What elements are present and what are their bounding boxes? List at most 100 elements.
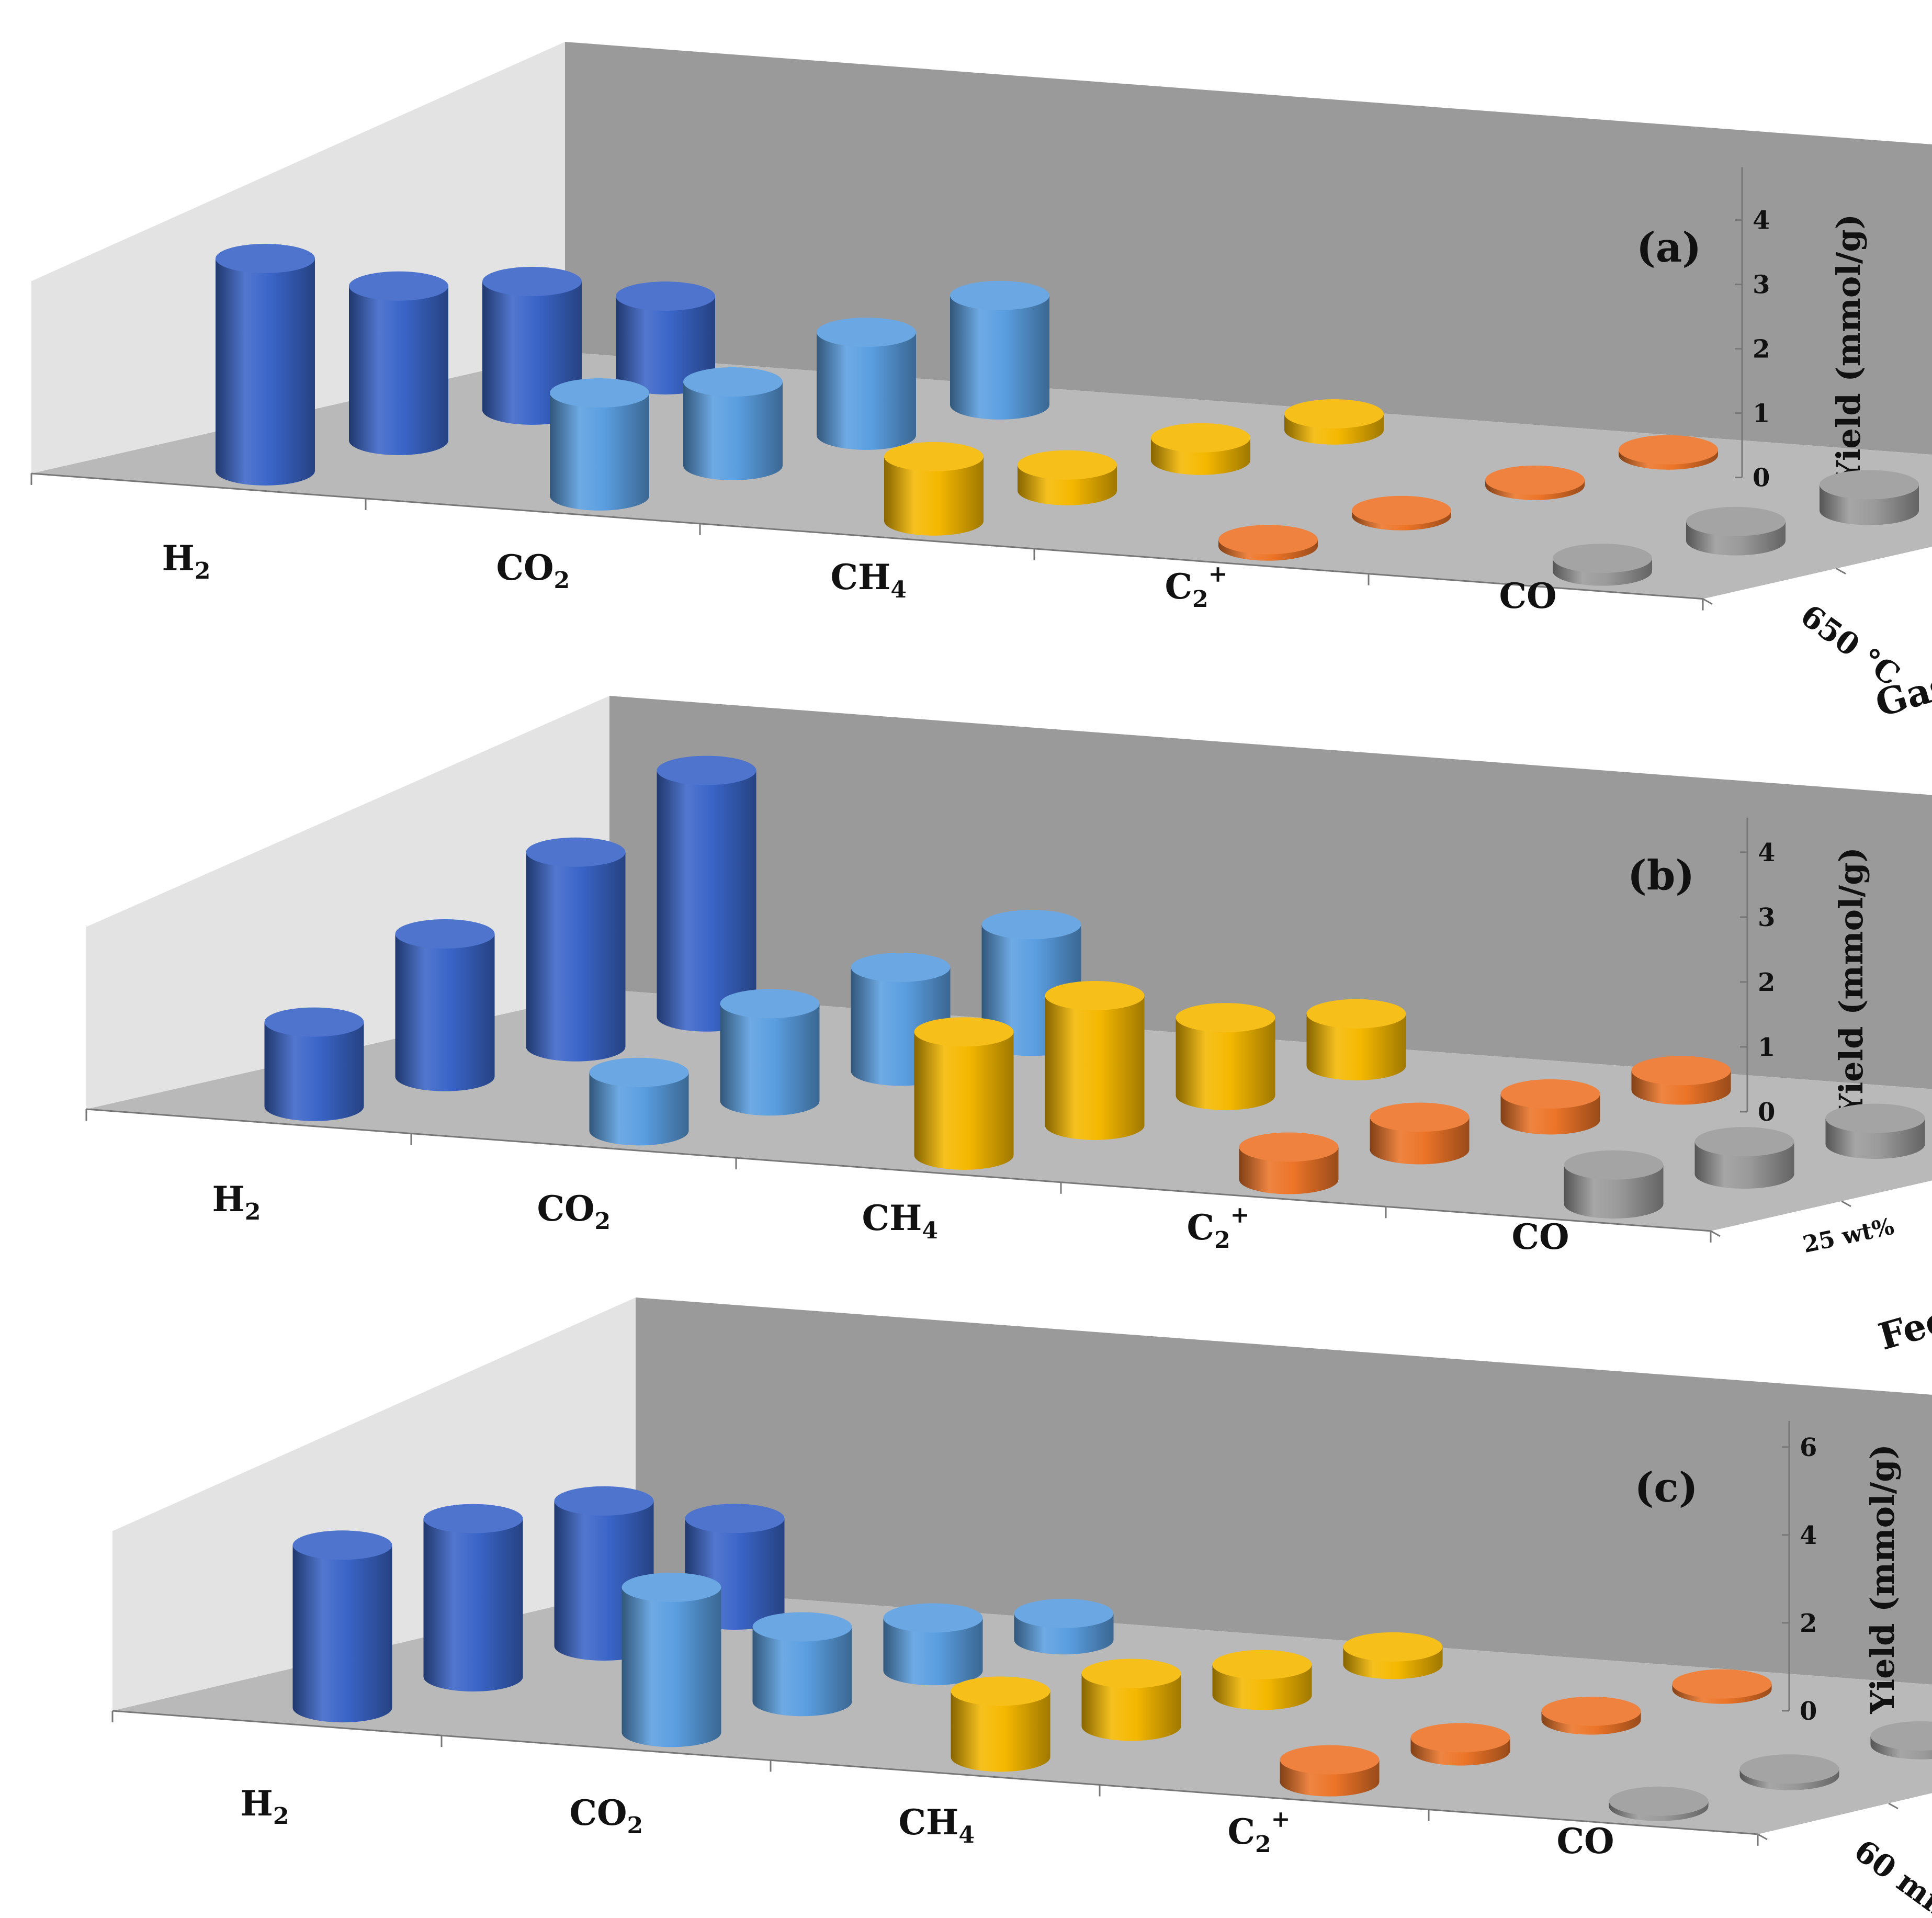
bar [1740,1754,1839,1790]
bar [1176,1003,1275,1110]
panel-label: (a) [1636,224,1701,272]
bar [265,1008,364,1121]
bar [1280,1745,1380,1797]
bar-top [1542,1697,1641,1726]
bar [1411,1723,1510,1765]
y-tick-label: 0 [1758,1098,1775,1127]
bar [683,367,783,480]
y-tick-label: 1 [1758,1033,1775,1062]
bar-top [851,953,951,982]
bar [720,989,820,1115]
bar-top [1632,1056,1731,1085]
bar-top [1239,1133,1339,1162]
bar [1542,1697,1641,1735]
bar-top [265,1008,364,1037]
bar-top [1352,496,1451,525]
panel-label: (b) [1628,852,1694,899]
depth-label: 550 °C [1927,567,1932,662]
bar-body [349,286,448,455]
bar-top [396,919,495,949]
bar [1609,1787,1709,1821]
depth-label: 60 min [1848,1833,1932,1915]
bar [526,838,626,1062]
bar-top [622,1573,721,1602]
bar-top [685,1504,785,1533]
bar-top [1501,1079,1600,1109]
category-label: CO [1499,576,1557,616]
bar-top [1280,1745,1380,1775]
bar-top [1218,525,1318,554]
bar-top [1151,423,1250,453]
bar-top [1176,1003,1275,1032]
bar [1284,399,1384,445]
bar-top [1307,999,1406,1029]
bar [1218,525,1318,560]
bar-top [1619,435,1718,465]
y-tick-label: 6 [1800,1433,1817,1462]
category-label: CH4 [831,557,907,603]
category-label: C2+ [1228,1806,1291,1858]
bar-top [1082,1659,1181,1688]
bar-body [683,382,783,480]
bar-body [817,332,916,450]
z-tick [1841,1201,1851,1206]
bar [1343,1632,1443,1679]
bar [817,318,916,450]
bar [884,1603,983,1685]
y-tick-label: 1 [1753,399,1770,428]
bar-top [1045,981,1145,1010]
bar-top [720,989,820,1018]
bar-top [982,910,1081,939]
bar-top [657,756,756,785]
category-label: H2 [162,538,211,584]
bar [1307,999,1406,1080]
bar-body [424,1519,523,1691]
category-label: CO2 [570,1792,643,1839]
depth-label: 25 wt% [1801,1213,1896,1259]
bar [1485,466,1585,500]
bar-top [951,1676,1050,1706]
bar-top [1284,399,1384,428]
bar [1695,1127,1794,1189]
y-tick-label: 3 [1758,903,1775,932]
bar-top [349,272,448,301]
category-label: CO2 [496,547,570,594]
z-tick [1758,1834,1767,1840]
bar-top [1609,1787,1709,1816]
panel-label: (c) [1634,1464,1698,1511]
bar-top [293,1530,392,1560]
bar-body [622,1587,721,1747]
bar [1082,1659,1181,1741]
bar [1632,1056,1731,1104]
bar-top [884,1603,983,1632]
category-label: C2+ [1165,561,1228,613]
bar [1370,1103,1470,1165]
bar-top [753,1612,852,1641]
bar-top [1740,1754,1839,1784]
bar-top [1673,1669,1772,1699]
bar-top [1564,1150,1664,1180]
bar [424,1504,523,1691]
bar-top [550,378,649,408]
bar [1686,507,1786,556]
bar-body [396,934,495,1091]
z-tick [1703,599,1712,604]
category-label: CH4 [899,1802,975,1848]
bar [1826,1103,1925,1159]
bar-top [914,1017,1014,1046]
category-label: CO [1512,1216,1569,1257]
z-tick [1711,1231,1720,1236]
bar-top [1370,1103,1470,1132]
bar-top [1018,450,1117,480]
y-tick-label: 4 [1800,1521,1817,1550]
bar [753,1612,852,1716]
bar-top [1826,1103,1925,1133]
z-tick [1836,569,1846,574]
bar [914,1017,1014,1170]
z-tick [1889,1803,1898,1809]
bar-body [950,296,1049,420]
y-tick-label: 3 [1753,270,1770,300]
bar-top [884,442,984,471]
